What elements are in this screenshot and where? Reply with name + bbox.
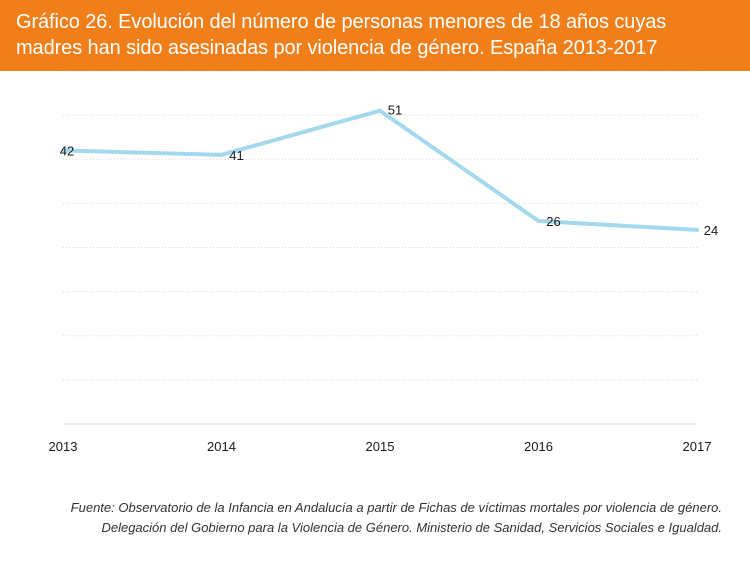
line-chart: 2013 2014 2015 2016 2017 42 41 51 26 24 <box>0 71 750 481</box>
series-line <box>61 108 699 232</box>
data-point <box>219 152 224 157</box>
data-label: 24 <box>704 223 718 238</box>
x-tick-label: 2016 <box>524 439 553 454</box>
chart-title-line-1: Gráfico 26. Evolución del número de pers… <box>16 11 667 33</box>
line-chart-svg: 2013 2014 2015 2016 2017 42 41 51 26 24 <box>49 71 718 454</box>
chart-title-line-2: madres han sido asesinadas por violencia… <box>16 37 658 59</box>
source-note: Fuente: Observatorio de la Infancia en A… <box>0 498 722 538</box>
data-point <box>378 108 382 113</box>
x-tick-label: 2017 <box>683 439 712 454</box>
source-line-2: Delegación del Gobierno para la Violenci… <box>101 520 722 535</box>
data-label: 26 <box>546 214 560 229</box>
data-point <box>536 219 541 224</box>
x-tick-label: 2014 <box>207 439 236 454</box>
chart-title-banner: Gráfico 26. Evolución del número de pers… <box>0 0 750 71</box>
x-tick-label: 2015 <box>366 439 395 454</box>
data-label: 41 <box>229 148 243 163</box>
x-tick-label: 2013 <box>49 439 78 454</box>
data-point <box>61 148 65 153</box>
source-line-1: Fuente: Observatorio de la Infancia en A… <box>70 500 722 515</box>
data-label: 51 <box>388 103 402 118</box>
data-label: 42 <box>60 143 74 158</box>
data-point <box>695 227 699 232</box>
